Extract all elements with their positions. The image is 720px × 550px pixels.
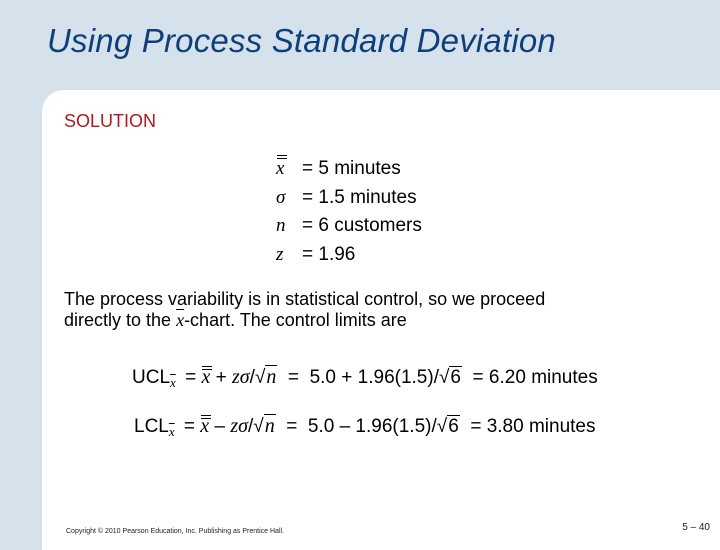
sqrt-six: 6 xyxy=(447,415,460,437)
given-value: = 1.5 minutes xyxy=(302,186,417,208)
slash: / xyxy=(247,416,254,437)
slide-title: Using Process Standard Deviation xyxy=(47,22,556,59)
ucl-formula: UCL x = x + zσ / √ n = 5.0 + 1.96(1.5)/ … xyxy=(132,365,598,390)
given-values: x = 5 minutes σ = 1.5 minutes n = 6 cust… xyxy=(276,155,422,269)
xdoublebar-symbol: x xyxy=(200,415,212,437)
lcl-computation: = 5.0 – 1.96(1.5)/ xyxy=(275,416,437,437)
sqrt-sign: √ xyxy=(253,416,264,437)
z-sigma: zσ xyxy=(232,366,250,388)
sqrt-n: n xyxy=(263,414,276,437)
xbar-subscript: x xyxy=(170,375,176,390)
paragraph-line: The process variability is in statistica… xyxy=(64,289,546,309)
minus-sign: – xyxy=(209,416,231,437)
given-row-n: n = 6 customers xyxy=(276,212,422,241)
equals-sign: = xyxy=(178,416,201,437)
xbar-symbol: x xyxy=(176,310,185,330)
z-sigma: zσ xyxy=(230,415,248,437)
plus-sign: + xyxy=(210,367,232,388)
slide-number: 5 – 40 xyxy=(682,522,710,533)
content-panel xyxy=(42,90,720,550)
given-symbol: z xyxy=(276,243,284,265)
copyright-notice: Copyright © 2010 Pearson Education, Inc.… xyxy=(66,528,285,535)
sqrt-sign: √ xyxy=(438,367,450,388)
given-value: = 6 customers xyxy=(302,215,422,237)
given-value: = 5 minutes xyxy=(302,158,401,180)
sqrt-sign: √ xyxy=(436,416,448,437)
given-row-sigma: σ = 1.5 minutes xyxy=(276,184,422,213)
lcl-label: LCL xyxy=(134,416,169,437)
lcl-formula: LCL x = x – zσ / √ n = 5.0 – 1.96(1.5)/ … xyxy=(134,414,596,439)
explanation-paragraph: The process variability is in statistica… xyxy=(64,289,684,331)
given-symbol: x xyxy=(276,155,302,180)
paragraph-text: directly to the xyxy=(64,310,177,330)
paragraph-text: -chart. The control limits are xyxy=(184,310,407,330)
solution-label: SOLUTION xyxy=(64,111,157,131)
paragraph-line: directly to the x-chart. The control lim… xyxy=(64,310,684,331)
equals-sign: = xyxy=(179,367,202,388)
sqrt-sign: √ xyxy=(254,367,266,388)
xdoublebar-symbol: x xyxy=(201,366,213,388)
xbar-subscript: x xyxy=(168,424,175,439)
ucl-computation: = 5.0 + 1.96(1.5)/ xyxy=(277,367,439,388)
given-symbol: n xyxy=(276,215,286,237)
given-row-xbar: x = 5 minutes xyxy=(276,155,422,184)
given-symbol: σ xyxy=(276,186,286,208)
sqrt-n: n xyxy=(265,365,278,388)
slash: / xyxy=(249,367,255,388)
lcl-result: = 3.80 minutes xyxy=(459,416,596,437)
given-value: = 1.96 xyxy=(302,243,356,265)
ucl-result: = 6.20 minutes xyxy=(462,367,598,388)
given-row-z: z = 1.96 xyxy=(276,241,422,270)
ucl-label: UCL xyxy=(132,367,171,388)
sqrt-six: 6 xyxy=(449,366,462,388)
